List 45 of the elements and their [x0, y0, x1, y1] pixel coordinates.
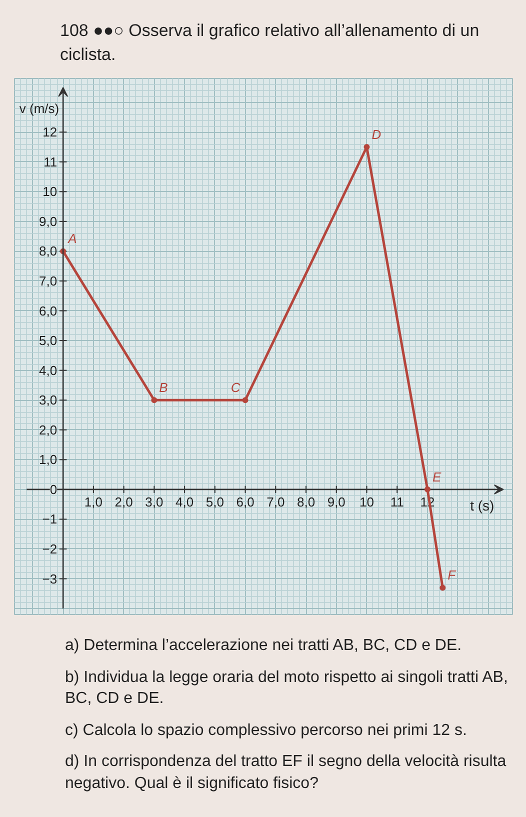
annotation: F: [448, 568, 457, 583]
y-tick-label: 11: [44, 154, 58, 170]
x-tick-label: 10: [360, 494, 374, 510]
point: [364, 144, 370, 150]
y-tick-label: −2: [42, 541, 58, 556]
annotation: E: [432, 469, 442, 484]
x-tick-label: 3,0: [145, 494, 164, 510]
x-tick-label: 1,0: [84, 494, 102, 510]
y-tick-label: 2,0: [39, 422, 58, 438]
annotation: C: [230, 380, 241, 396]
text: b) Individua la legge oraria del moto rispetto ai singoli tratti AB, BC, CD e DE.: [65, 668, 509, 710]
x-tick-label: 7,0: [266, 494, 285, 510]
x-tick-label: 9,0: [327, 494, 346, 510]
text: d) In corrispondenza del tratto EF il segno della velocità risulta negativo. Qual è il significato fisico?: [65, 752, 508, 794]
y-tick-label: 7,0: [39, 273, 58, 288]
y-tick-label: 10: [42, 184, 58, 200]
y-tick-label: 4,0: [39, 362, 58, 378]
y-tick-label: 6,0: [39, 303, 58, 318]
text: c) Calcola lo spazio complessivo percorso nei primi 12 s.: [65, 720, 468, 741]
y-tick-label: 1,0: [39, 452, 58, 468]
y-tick-label: −3: [42, 571, 58, 586]
x-tick-label: 5,0: [206, 494, 224, 510]
y-tick-label: 12: [42, 124, 58, 140]
y-tick-label: −1: [42, 512, 58, 527]
point: [242, 397, 248, 404]
annotation: A: [67, 231, 77, 246]
y-tick-label: 8,0: [39, 244, 58, 259]
x-tick-label: 8,0: [296, 494, 316, 510]
x-axis-title: t (s): [470, 497, 494, 514]
y-tick-label: 0: [50, 482, 58, 497]
chart-title: 108 ●●○ Osserva il grafico relativo all’allenamento di un ciclista.: [59, 20, 480, 66]
y-tick-label: 5,0: [39, 333, 58, 348]
y-tick-label: 9,0: [39, 214, 58, 229]
x-tick-label: 11: [390, 494, 404, 510]
text: a) Determina l’accelerazione nei tratti AB, BC, CD e DE.: [65, 636, 463, 656]
y-axis-title: v (m/s): [19, 100, 60, 116]
x-tick-label: 6,0: [236, 494, 254, 510]
point: [151, 397, 158, 404]
point: [424, 486, 430, 492]
x-tick-label: 4,0: [176, 494, 194, 510]
y-tick-label: 3,0: [39, 392, 58, 408]
point: [440, 584, 446, 591]
x-tick-label: 2,0: [114, 494, 133, 510]
annotation: B: [159, 380, 168, 396]
annotation: D: [372, 126, 382, 142]
